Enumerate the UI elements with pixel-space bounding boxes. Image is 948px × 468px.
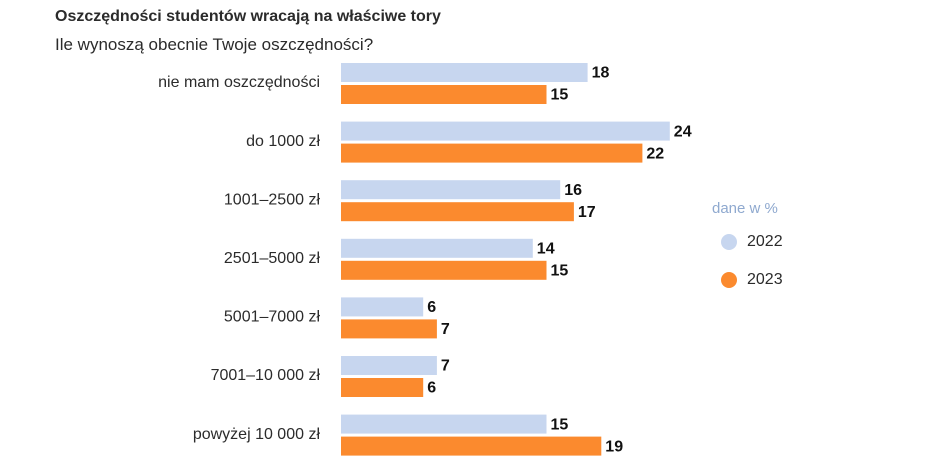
bar-2023 bbox=[341, 202, 574, 222]
legend-item-2022: 2022 bbox=[712, 231, 832, 253]
bar-2022 bbox=[341, 297, 424, 317]
value-label-2022: 14 bbox=[537, 241, 555, 258]
legend-label-2022: 2022 bbox=[747, 233, 783, 250]
bar-2022 bbox=[341, 238, 533, 258]
bar-2022 bbox=[341, 356, 437, 375]
chart-subtitle: Ile wynoszą obecnie Twoje oszczędności? bbox=[55, 35, 374, 54]
value-label-2022: 6 bbox=[427, 299, 436, 316]
bar-2023 bbox=[341, 378, 424, 397]
category-label: do 1000 zł bbox=[246, 133, 320, 150]
value-label-2023: 15 bbox=[551, 263, 569, 280]
category-label: nie mam oszczędności bbox=[158, 74, 320, 91]
bar-2022 bbox=[341, 121, 670, 141]
value-label-2023: 7 bbox=[441, 321, 450, 338]
legend-label-2023: 2023 bbox=[747, 271, 783, 288]
legend: dane w % 2022 2023 bbox=[712, 200, 832, 307]
legend-item-2023: 2023 bbox=[712, 269, 832, 291]
value-label-2022: 18 bbox=[592, 65, 610, 82]
bar-2023 bbox=[341, 143, 643, 163]
value-label-2022: 7 bbox=[441, 358, 450, 375]
value-label-2022: 24 bbox=[674, 123, 692, 140]
bar-2022 bbox=[341, 180, 561, 200]
legend-swatch-2022 bbox=[721, 234, 737, 250]
bar-2022 bbox=[341, 414, 547, 434]
value-label-2023: 6 bbox=[427, 380, 436, 397]
chart-title: Oszczędności studentów wracają na właści… bbox=[55, 8, 441, 25]
value-label-2023: 17 bbox=[578, 204, 596, 221]
value-label-2022: 16 bbox=[564, 182, 582, 199]
category-label: 1001–2500 zł bbox=[224, 191, 321, 208]
bar-2023 bbox=[341, 85, 547, 104]
value-label-2023: 22 bbox=[646, 145, 664, 162]
category-label: 2501–5000 zł bbox=[224, 250, 321, 267]
bar-2022 bbox=[341, 63, 588, 82]
bar-2023 bbox=[341, 436, 602, 456]
value-label-2023: 15 bbox=[551, 87, 569, 104]
value-label-2022: 15 bbox=[551, 416, 569, 433]
category-label: powyżej 10 000 zł bbox=[193, 426, 321, 443]
value-label-2023: 19 bbox=[605, 438, 623, 455]
bar-2023 bbox=[341, 319, 437, 339]
category-label: 5001–7000 zł bbox=[224, 309, 321, 326]
category-label: 7001–10 000 zł bbox=[211, 367, 321, 384]
legend-swatch-2023 bbox=[721, 272, 737, 288]
bar-2023 bbox=[341, 260, 547, 280]
legend-title: dane w % bbox=[712, 200, 778, 217]
